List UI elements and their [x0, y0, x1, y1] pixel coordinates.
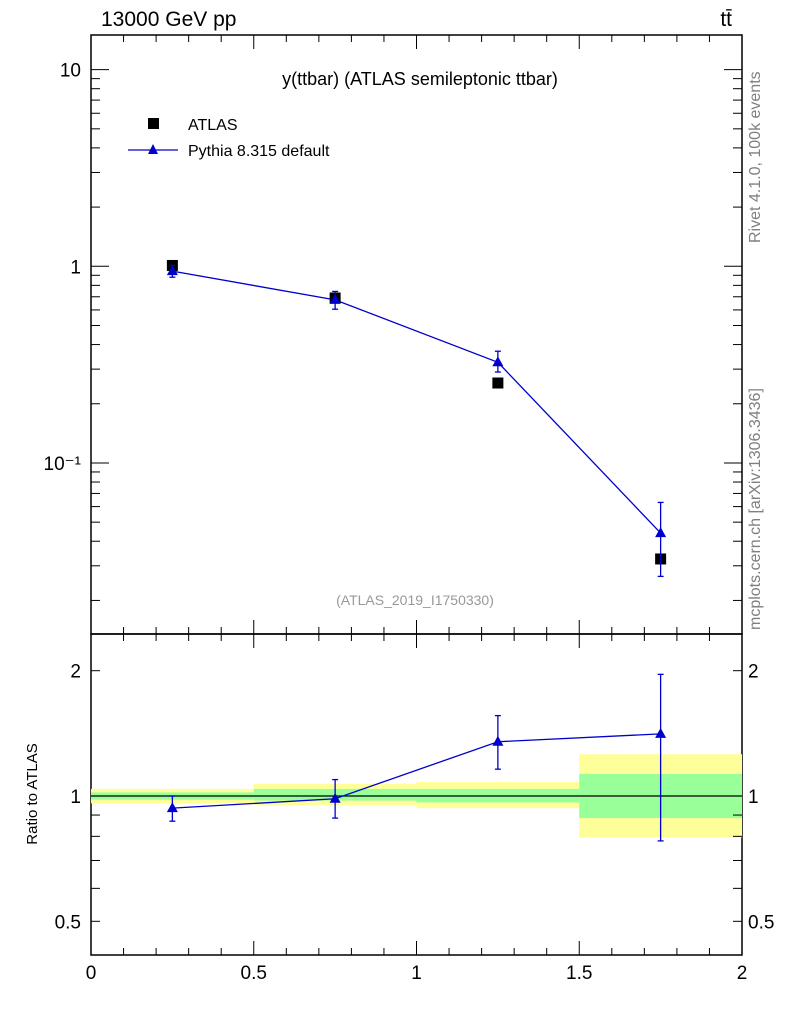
y-tick-label: 2 — [70, 662, 81, 683]
legend-pythia-marker — [148, 144, 158, 154]
pythia-data-point — [655, 527, 667, 538]
ratio-series-line — [172, 733, 661, 809]
y-tick-label: 1 — [70, 787, 81, 808]
legend-pythia-label: Pythia 8.315 default — [188, 143, 330, 160]
pythia-data-point — [166, 265, 178, 276]
legend-atlas-label: ATLAS — [188, 117, 238, 134]
y-tick-label-right: 2 — [748, 662, 759, 683]
atlas-data-point — [492, 377, 504, 389]
pythia-data-point — [492, 356, 504, 367]
ratio-data-point — [166, 802, 178, 813]
analysis-watermark: (ATLAS_2019_I1750330) — [336, 592, 494, 608]
y-tick-label: 0.5 — [55, 912, 81, 933]
y-tick-label: 1 — [70, 257, 81, 278]
main-panel-title: y(ttbar) (ATLAS semileptonic ttbar) — [282, 69, 558, 89]
header-final-state-label: tt̄ — [720, 8, 732, 31]
x-tick-label: 2 — [737, 963, 748, 984]
y-tick-label: 10⁻¹ — [44, 454, 82, 475]
y-tick-label-right: 0.5 — [748, 912, 774, 933]
ratio-data-point — [492, 735, 504, 746]
x-tick-label: 0.5 — [241, 963, 267, 984]
ratio-axis-label: Ratio to ATLAS — [24, 743, 41, 844]
legend-atlas-marker — [148, 118, 159, 129]
x-tick-label: 1.5 — [566, 963, 592, 984]
ratio-data-point — [329, 792, 341, 803]
x-tick-label: 1 — [411, 963, 422, 984]
ratio-data-point — [655, 727, 667, 738]
y-tick-label: 10 — [60, 61, 81, 82]
pythia-series-line — [172, 270, 662, 534]
pythia-data-point — [329, 293, 341, 304]
header-process-label: 13000 GeV pp — [101, 8, 237, 31]
y-tick-label-right: 1 — [748, 787, 759, 808]
x-tick-label: 0 — [86, 963, 97, 984]
